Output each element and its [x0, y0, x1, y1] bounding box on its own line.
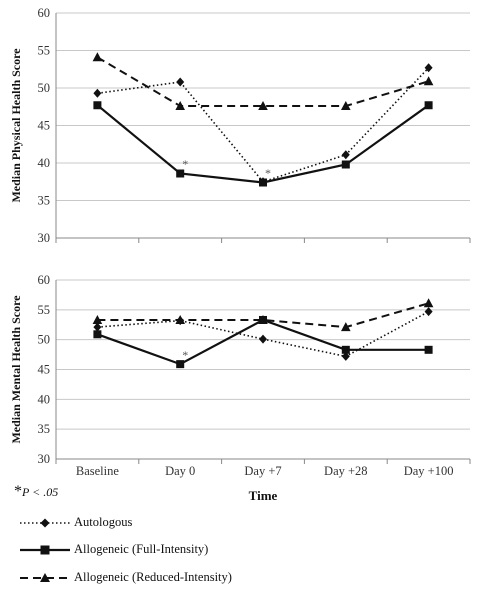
- data-point-square: [341, 345, 350, 354]
- y-tick-label: 30: [38, 452, 51, 466]
- data-point-triangle: [341, 101, 351, 110]
- data-point-square: [259, 178, 267, 187]
- data-point-square: [93, 330, 102, 339]
- data-point-diamond: [341, 150, 350, 160]
- data-point-triangle: [258, 314, 268, 324]
- data-point-triangle: [92, 52, 103, 62]
- data-point-diamond: [93, 88, 102, 98]
- data-point-square: [341, 160, 350, 169]
- y-tick-label: 40: [38, 156, 51, 170]
- data-point-triangle: [423, 298, 434, 308]
- data-point-triangle: [175, 314, 185, 324]
- x-tick-label: Day 0: [165, 464, 195, 478]
- y-tick-label: 40: [38, 392, 51, 406]
- data-point-triangle: [92, 314, 103, 324]
- y-axis-label: Median Mental Health Score: [9, 295, 23, 444]
- series-line-2: [96, 104, 430, 184]
- x-axis-title: Time: [249, 488, 278, 503]
- data-point-square: [176, 360, 185, 369]
- y-tick-label: 60: [38, 6, 51, 20]
- significance-marker: *: [265, 166, 271, 180]
- footnote-text: P < .05: [22, 485, 59, 499]
- y-tick-label: 50: [38, 333, 51, 347]
- significance-footnote: *P < .05: [14, 483, 58, 501]
- series-line-3: [96, 56, 429, 107]
- data-point-diamond: [93, 322, 102, 332]
- y-tick-label: 35: [38, 194, 51, 208]
- data-point-diamond: [424, 63, 433, 73]
- data-point-square: [424, 101, 433, 110]
- data-point-diamond: [341, 351, 350, 361]
- x-tick-label: Baseline: [76, 464, 119, 478]
- y-tick-label: 50: [38, 81, 51, 95]
- significance-marker: *: [182, 157, 188, 171]
- y-tick-label: 45: [38, 363, 51, 377]
- legend-item-reduced-intensity: Allogeneic (Reduced-Intensity): [18, 569, 318, 587]
- chart-panel-2: 30 35 40 45 50 55 60 Median Mental Health Score…: [9, 273, 471, 503]
- x-tick-label: Day +100: [404, 464, 454, 478]
- legend-label-reduced-intensity: Allogeneic (Reduced-Intensity): [74, 570, 232, 584]
- x-tick-label: Day +28: [324, 464, 368, 478]
- y-axis-label: Median Physical Health Score: [9, 48, 23, 203]
- significance-marker: *: [182, 348, 188, 362]
- data-point-square: [176, 169, 185, 178]
- data-point-triangle: [341, 322, 351, 332]
- y-tick-label: 30: [38, 231, 51, 245]
- y-tick-label: 55: [38, 44, 51, 58]
- y-tick-label: 45: [38, 119, 51, 133]
- legend-item-autologous: Autologous: [18, 514, 318, 532]
- chart-figure: 30 35 40 45 50 55 60 Median Physical Health Sco…: [9, 6, 471, 503]
- data-point-diamond: [424, 307, 433, 317]
- data-point-triangle: [423, 76, 434, 86]
- series-line-1: [97, 67, 430, 183]
- legend-label-full-intensity: Allogeneic (Full-Intensity): [74, 542, 209, 556]
- data-point-square: [424, 345, 433, 354]
- y-tick-label: 60: [38, 273, 51, 287]
- chart-panel-1: 30 35 40 45 50 55 60 Median Physical Health Sco…: [9, 6, 471, 245]
- data-point-diamond: [259, 334, 267, 344]
- data-point-triangle: [258, 101, 268, 110]
- legend-swatch-autologous: [20, 518, 70, 528]
- data-point-diamond: [176, 77, 185, 87]
- footnote-star: *: [14, 483, 22, 500]
- y-tick-label: 55: [38, 303, 51, 317]
- legend-item-full-intensity: Allogeneic (Full-Intensity): [18, 541, 318, 559]
- legend-swatch-full-intensity: [20, 545, 70, 555]
- legend-label-autologous: Autologous: [74, 515, 133, 529]
- y-tick-label: 35: [38, 422, 51, 436]
- legend-swatch-reduced-intensity: [20, 573, 70, 582]
- series-line-3: [97, 302, 429, 329]
- data-point-square: [93, 101, 102, 110]
- x-tick-label: Day +7: [244, 464, 281, 478]
- data-point-triangle: [175, 101, 185, 110]
